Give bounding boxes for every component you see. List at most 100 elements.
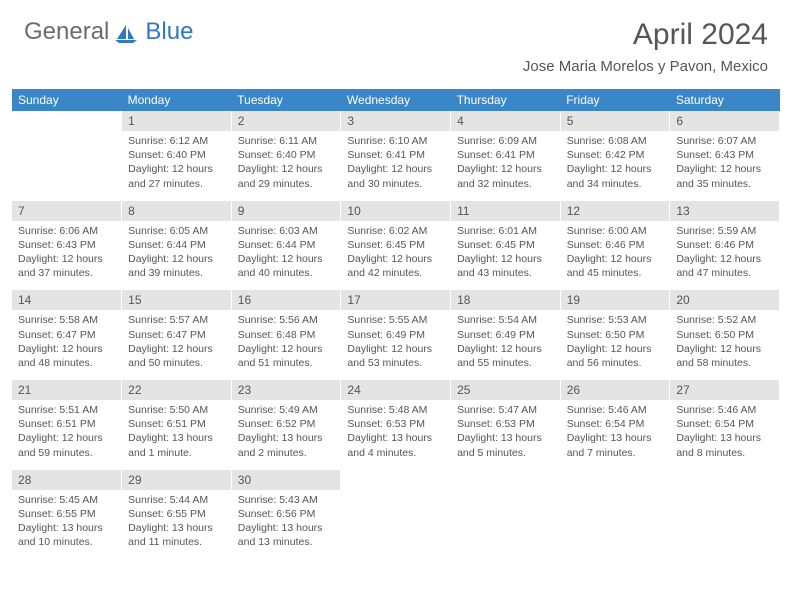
daylight-line1: Daylight: 12 hours xyxy=(18,252,115,266)
day-number: 13 xyxy=(670,201,780,221)
day-number: 11 xyxy=(451,201,561,221)
daylight-line1: Daylight: 13 hours xyxy=(128,521,225,535)
day-number xyxy=(451,470,561,490)
daylight-line1: Daylight: 13 hours xyxy=(238,521,335,535)
daylight-line1: Daylight: 12 hours xyxy=(676,162,773,176)
daylight-line1: Daylight: 13 hours xyxy=(238,431,335,445)
sunrise-text: Sunrise: 5:59 AM xyxy=(676,224,773,238)
day-cell: Sunrise: 6:09 AMSunset: 6:41 PMDaylight:… xyxy=(451,131,561,201)
day-number: 26 xyxy=(560,380,670,400)
day-body-row: Sunrise: 5:45 AMSunset: 6:55 PMDaylight:… xyxy=(12,490,780,560)
day-number: 21 xyxy=(12,380,122,400)
sunrise-text: Sunrise: 6:12 AM xyxy=(128,134,225,148)
day-cell: Sunrise: 5:56 AMSunset: 6:48 PMDaylight:… xyxy=(231,310,341,380)
day-cell: Sunrise: 6:03 AMSunset: 6:44 PMDaylight:… xyxy=(231,221,341,291)
day-cell: Sunrise: 5:53 AMSunset: 6:50 PMDaylight:… xyxy=(560,310,670,380)
month-title: April 2024 xyxy=(523,18,768,52)
sunrise-text: Sunrise: 5:50 AM xyxy=(128,403,225,417)
sunrise-text: Sunrise: 5:54 AM xyxy=(457,313,554,327)
daylight-line1: Daylight: 12 hours xyxy=(567,162,664,176)
day-cell xyxy=(451,490,561,560)
sunset-text: Sunset: 6:49 PM xyxy=(347,328,444,342)
daylight-line2: and 1 minute. xyxy=(128,446,225,460)
sunset-text: Sunset: 6:47 PM xyxy=(128,328,225,342)
dow-saturday: Saturday xyxy=(670,89,780,111)
daylight-line1: Daylight: 12 hours xyxy=(567,252,664,266)
day-number: 24 xyxy=(341,380,451,400)
brand-general: General xyxy=(24,18,109,46)
daylight-line2: and 56 minutes. xyxy=(567,356,664,370)
location-subtitle: Jose Maria Morelos y Pavon, Mexico xyxy=(523,58,768,75)
daylight-line1: Daylight: 13 hours xyxy=(567,431,664,445)
day-cell: Sunrise: 6:05 AMSunset: 6:44 PMDaylight:… xyxy=(122,221,232,291)
day-body-row: Sunrise: 6:06 AMSunset: 6:43 PMDaylight:… xyxy=(12,221,780,291)
sunrise-text: Sunrise: 6:11 AM xyxy=(238,134,335,148)
daylight-line2: and 10 minutes. xyxy=(18,535,115,549)
daylight-line1: Daylight: 12 hours xyxy=(457,252,554,266)
daylight-line2: and 47 minutes. xyxy=(676,266,773,280)
day-number: 29 xyxy=(122,470,232,490)
day-number xyxy=(670,470,780,490)
dow-thursday: Thursday xyxy=(451,89,561,111)
daylight-line1: Daylight: 12 hours xyxy=(347,252,444,266)
daylight-line1: Daylight: 12 hours xyxy=(128,342,225,356)
sunrise-text: Sunrise: 5:46 AM xyxy=(567,403,664,417)
day-cell: Sunrise: 6:00 AMSunset: 6:46 PMDaylight:… xyxy=(560,221,670,291)
dow-wednesday: Wednesday xyxy=(341,89,451,111)
sunrise-text: Sunrise: 6:00 AM xyxy=(567,224,664,238)
page-header: General Blue April 2024 Jose Maria Morel… xyxy=(0,0,792,83)
day-cell xyxy=(12,131,122,201)
day-number: 18 xyxy=(451,290,561,310)
day-number: 5 xyxy=(560,111,670,131)
daylight-line2: and 29 minutes. xyxy=(238,177,335,191)
sunset-text: Sunset: 6:50 PM xyxy=(676,328,773,342)
day-cell: Sunrise: 5:51 AMSunset: 6:51 PMDaylight:… xyxy=(12,400,122,470)
sunset-text: Sunset: 6:51 PM xyxy=(128,417,225,431)
daylight-line1: Daylight: 12 hours xyxy=(567,342,664,356)
daylight-line2: and 51 minutes. xyxy=(238,356,335,370)
day-cell: Sunrise: 5:50 AMSunset: 6:51 PMDaylight:… xyxy=(122,400,232,470)
dow-monday: Monday xyxy=(122,89,232,111)
daylight-line1: Daylight: 12 hours xyxy=(238,342,335,356)
sunset-text: Sunset: 6:54 PM xyxy=(567,417,664,431)
daylight-line2: and 48 minutes. xyxy=(18,356,115,370)
daylight-line2: and 45 minutes. xyxy=(567,266,664,280)
daylight-line2: and 11 minutes. xyxy=(128,535,225,549)
daylight-line1: Daylight: 12 hours xyxy=(347,162,444,176)
sunset-text: Sunset: 6:47 PM xyxy=(18,328,115,342)
day-cell xyxy=(560,490,670,560)
day-number: 8 xyxy=(122,201,232,221)
sunset-text: Sunset: 6:53 PM xyxy=(347,417,444,431)
daylight-line1: Daylight: 12 hours xyxy=(238,252,335,266)
sunrise-text: Sunrise: 5:51 AM xyxy=(18,403,115,417)
sunrise-text: Sunrise: 5:56 AM xyxy=(238,313,335,327)
daylight-line1: Daylight: 13 hours xyxy=(128,431,225,445)
daylight-line2: and 50 minutes. xyxy=(128,356,225,370)
sunset-text: Sunset: 6:43 PM xyxy=(676,148,773,162)
day-number: 23 xyxy=(231,380,341,400)
day-number: 17 xyxy=(341,290,451,310)
day-body-row: Sunrise: 5:58 AMSunset: 6:47 PMDaylight:… xyxy=(12,310,780,380)
sunrise-text: Sunrise: 5:49 AM xyxy=(238,403,335,417)
day-number: 4 xyxy=(451,111,561,131)
daylight-line1: Daylight: 12 hours xyxy=(238,162,335,176)
day-number: 25 xyxy=(451,380,561,400)
dow-tuesday: Tuesday xyxy=(231,89,341,111)
daylight-line2: and 5 minutes. xyxy=(457,446,554,460)
daylight-line2: and 37 minutes. xyxy=(18,266,115,280)
day-cell: Sunrise: 5:47 AMSunset: 6:53 PMDaylight:… xyxy=(451,400,561,470)
sunrise-text: Sunrise: 5:44 AM xyxy=(128,493,225,507)
sunset-text: Sunset: 6:45 PM xyxy=(347,238,444,252)
daylight-line1: Daylight: 13 hours xyxy=(457,431,554,445)
sunset-text: Sunset: 6:56 PM xyxy=(238,507,335,521)
daylight-line2: and 43 minutes. xyxy=(457,266,554,280)
sunrise-text: Sunrise: 5:45 AM xyxy=(18,493,115,507)
day-cell: Sunrise: 5:44 AMSunset: 6:55 PMDaylight:… xyxy=(122,490,232,560)
day-cell: Sunrise: 6:12 AMSunset: 6:40 PMDaylight:… xyxy=(122,131,232,201)
day-number: 19 xyxy=(560,290,670,310)
daylight-line2: and 27 minutes. xyxy=(128,177,225,191)
day-number: 10 xyxy=(341,201,451,221)
weekday-header-row: Sunday Monday Tuesday Wednesday Thursday… xyxy=(12,89,780,111)
sunrise-text: Sunrise: 6:01 AM xyxy=(457,224,554,238)
sunrise-text: Sunrise: 5:58 AM xyxy=(18,313,115,327)
